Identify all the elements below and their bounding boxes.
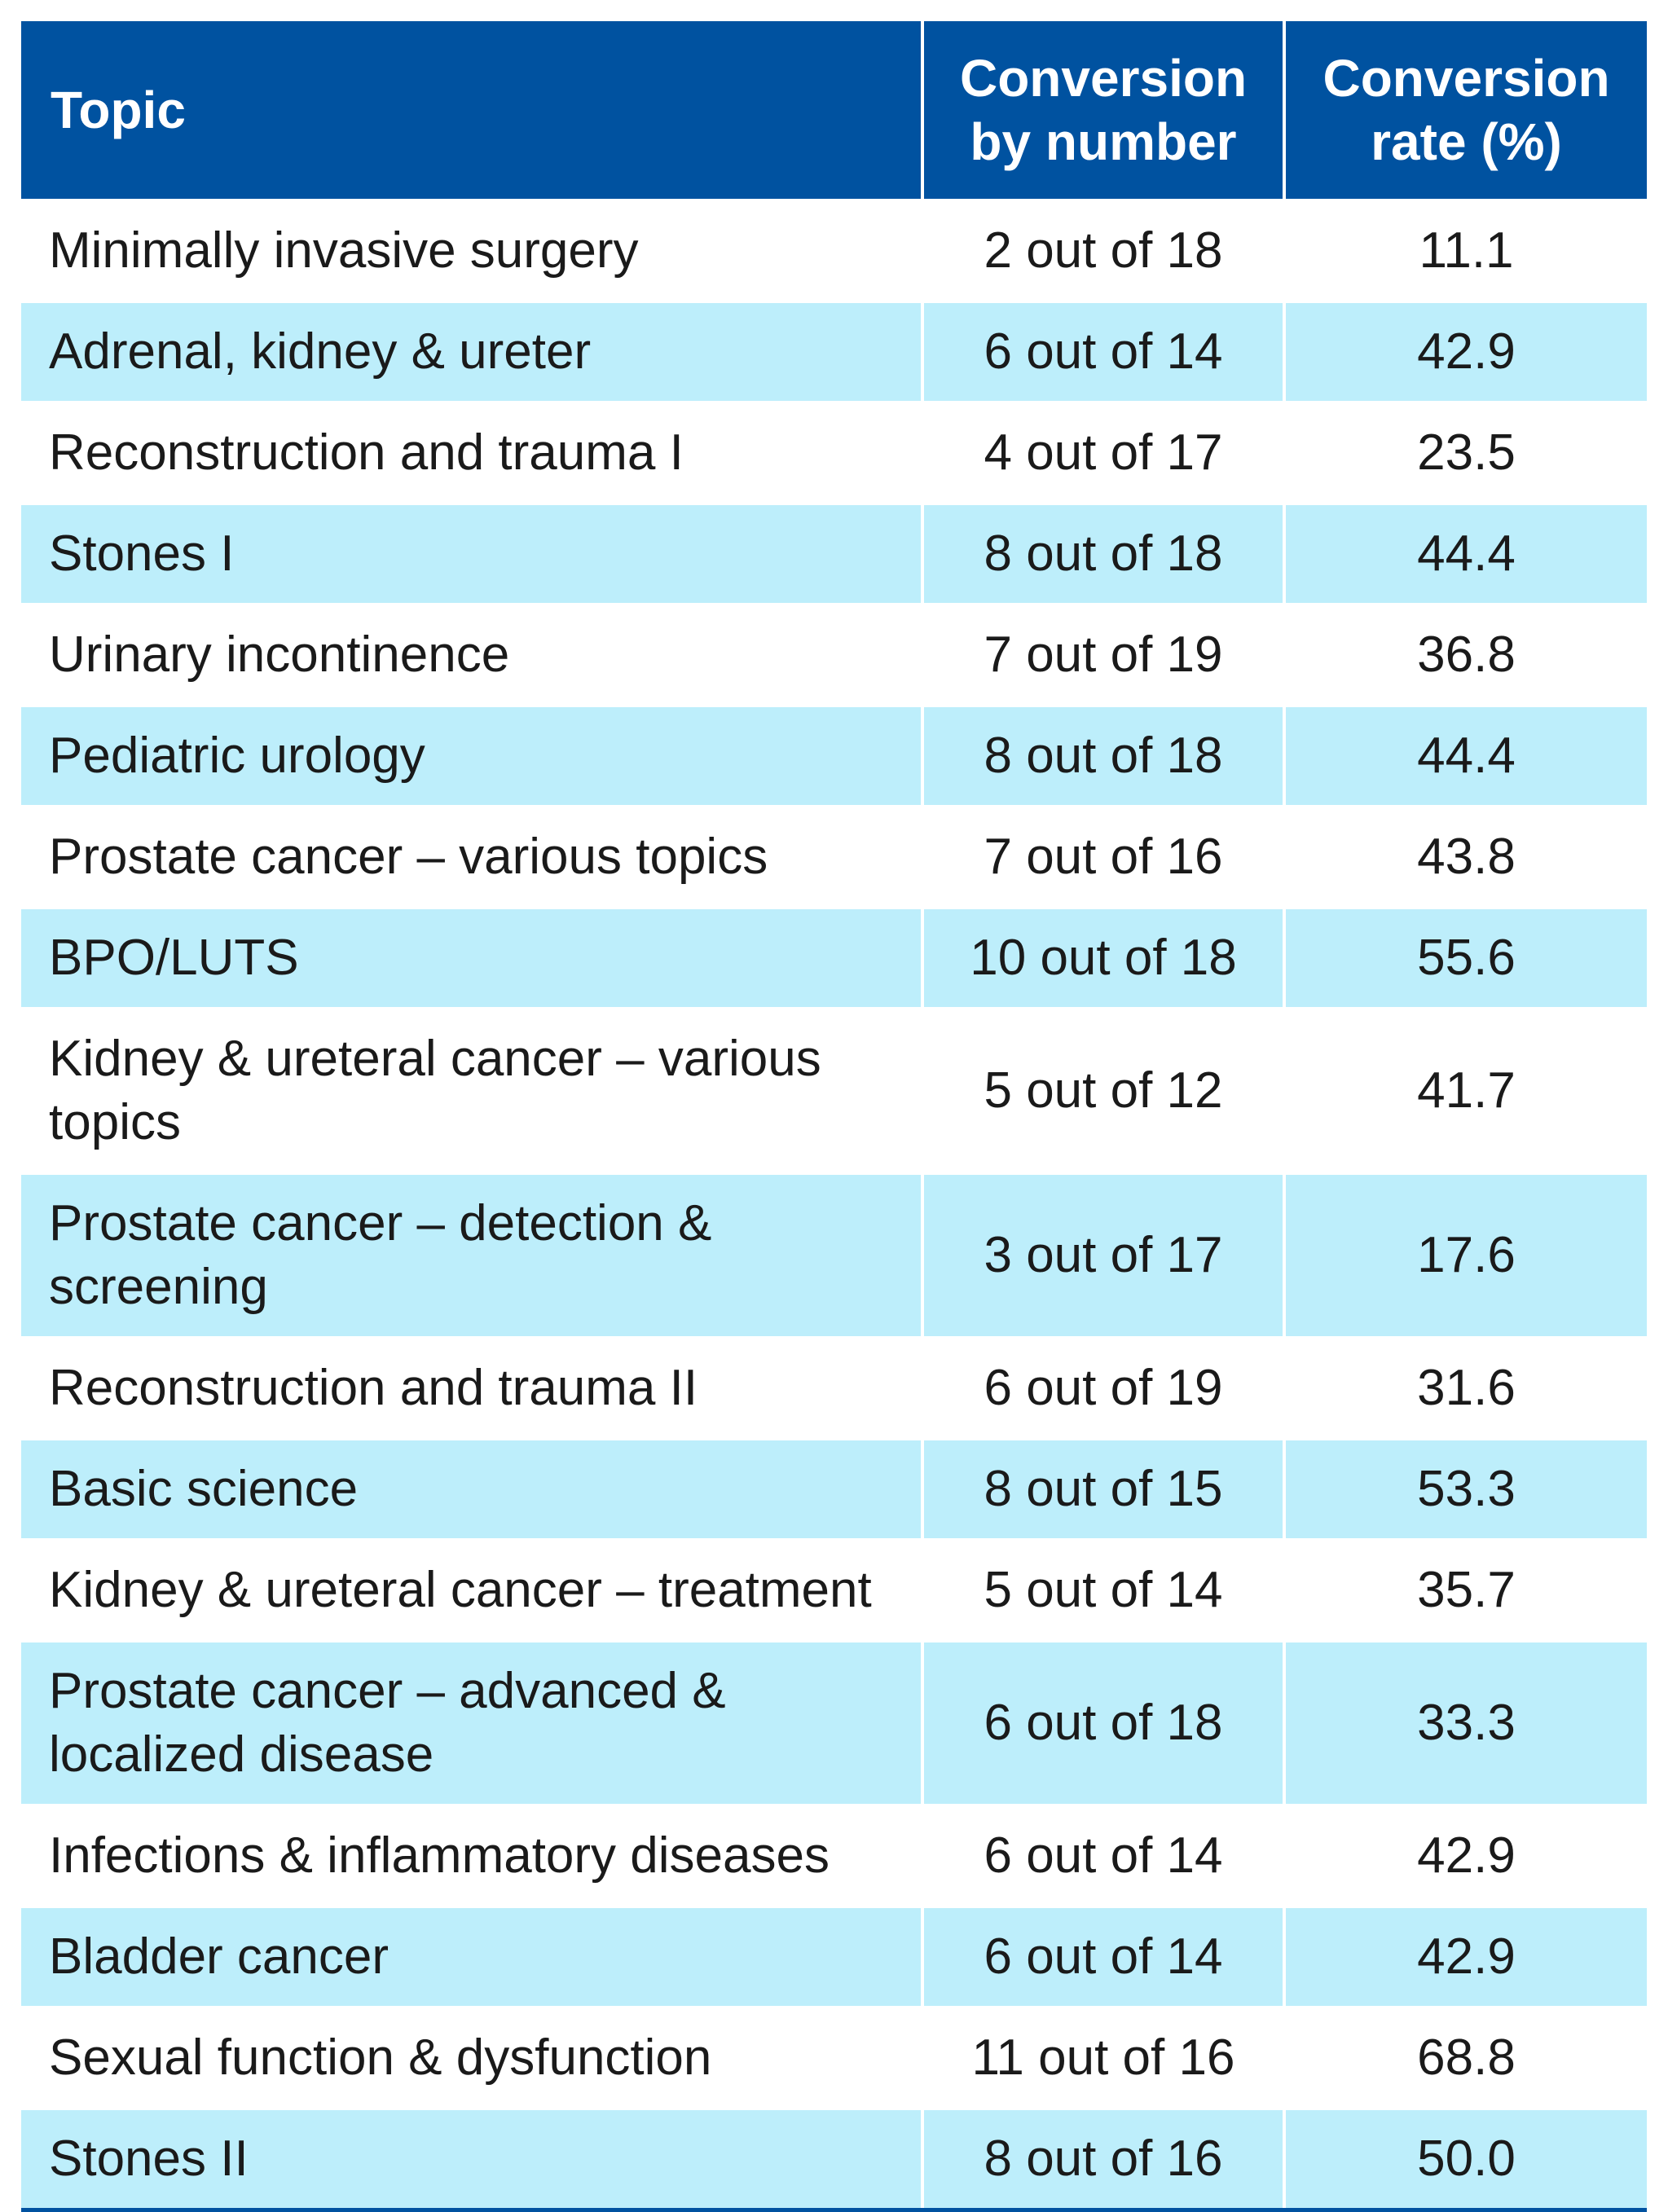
cell-rate: 53.3 bbox=[1283, 1437, 1647, 1540]
cell-by-number: 11 out of 16 bbox=[921, 2006, 1284, 2109]
cell-rate: 41.7 bbox=[1283, 1007, 1647, 1173]
cell-by-number: 8 out of 18 bbox=[921, 704, 1284, 807]
cell-by-number: 4 out of 17 bbox=[921, 401, 1284, 504]
table-row: Stones I 8 out of 18 44.4 bbox=[21, 502, 1647, 605]
cell-topic: Urinary incontinence bbox=[21, 603, 922, 706]
cell-rate: 35.7 bbox=[1283, 1538, 1647, 1641]
cell-by-number: 8 out of 16 bbox=[921, 2107, 1284, 2212]
cell-topic: Kidney & ureteral cancer – treatment bbox=[21, 1538, 922, 1641]
table-row: Urinary incontinence 7 out of 19 36.8 bbox=[21, 603, 1647, 706]
cell-by-number: 6 out of 18 bbox=[921, 1639, 1284, 1805]
cell-topic: Infections & inflammatory diseases bbox=[21, 1804, 922, 1906]
cell-by-number: 6 out of 14 bbox=[921, 1804, 1284, 1906]
table-row: Adrenal, kidney & ureter 6 out of 14 42.… bbox=[21, 300, 1647, 402]
cell-rate: 44.4 bbox=[1283, 502, 1647, 605]
header-conversion-rate: Conversion rate (%) bbox=[1283, 21, 1647, 200]
cell-topic: Prostate cancer – advanced & localized d… bbox=[21, 1639, 922, 1805]
table-header: Topic Conversion by number Conversion ra… bbox=[21, 21, 1647, 200]
table-row: Sexual function & dysfunction 11 out of … bbox=[21, 2006, 1647, 2109]
cell-by-number: 5 out of 12 bbox=[921, 1007, 1284, 1173]
table-body: Minimally invasive surgery 2 out of 18 1… bbox=[21, 199, 1647, 2212]
table-row: Stones II 8 out of 16 50.0 bbox=[21, 2107, 1647, 2212]
table-row: Infections & inflammatory diseases 6 out… bbox=[21, 1804, 1647, 1906]
table-row: Basic science 8 out of 15 53.3 bbox=[21, 1437, 1647, 1540]
cell-rate: 68.8 bbox=[1283, 2006, 1647, 2109]
cell-rate: 43.8 bbox=[1283, 805, 1647, 908]
cell-rate: 55.6 bbox=[1283, 906, 1647, 1009]
header-conversion-by-number-line1: Conversion bbox=[959, 49, 1248, 108]
header-conversion-rate-line2: rate (%) bbox=[1371, 112, 1562, 171]
table-row: Reconstruction and trauma II 6 out of 19… bbox=[21, 1336, 1647, 1439]
table-row: Prostate cancer – various topics 7 out o… bbox=[21, 805, 1647, 908]
cell-topic: Adrenal, kidney & ureter bbox=[21, 300, 922, 402]
cell-topic: Stones I bbox=[21, 502, 922, 605]
cell-rate: 42.9 bbox=[1283, 1804, 1647, 1906]
cell-rate: 33.3 bbox=[1283, 1639, 1647, 1805]
cell-by-number: 10 out of 18 bbox=[921, 906, 1284, 1009]
cell-topic: Reconstruction and trauma II bbox=[21, 1336, 922, 1439]
header-topic: Topic bbox=[21, 21, 922, 200]
table-row: Kidney & ureteral cancer – various topic… bbox=[21, 1007, 1647, 1173]
cell-by-number: 3 out of 17 bbox=[921, 1172, 1284, 1338]
cell-by-number: 7 out of 16 bbox=[921, 805, 1284, 908]
table-row: BPO/LUTS 10 out of 18 55.6 bbox=[21, 906, 1647, 1009]
cell-topic: Pediatric urology bbox=[21, 704, 922, 807]
header-conversion-by-number-line2: by number bbox=[970, 112, 1237, 171]
header-row: Topic Conversion by number Conversion ra… bbox=[21, 21, 1647, 200]
cell-topic: Stones II bbox=[21, 2107, 922, 2212]
cell-rate: 11.1 bbox=[1283, 199, 1647, 301]
cell-by-number: 8 out of 15 bbox=[921, 1437, 1284, 1540]
table-row: Prostate cancer – detection & screening … bbox=[21, 1172, 1647, 1338]
cell-by-number: 5 out of 14 bbox=[921, 1538, 1284, 1641]
cell-rate: 42.9 bbox=[1283, 1905, 1647, 2008]
cell-rate: 42.9 bbox=[1283, 300, 1647, 402]
cell-rate: 17.6 bbox=[1283, 1172, 1647, 1338]
cell-rate: 36.8 bbox=[1283, 603, 1647, 706]
cell-topic: Bladder cancer bbox=[21, 1905, 922, 2008]
cell-topic: Minimally invasive surgery bbox=[21, 199, 922, 301]
cell-topic: Prostate cancer – detection & screening bbox=[21, 1172, 922, 1338]
cell-by-number: 6 out of 14 bbox=[921, 1905, 1284, 2008]
cell-by-number: 8 out of 18 bbox=[921, 502, 1284, 605]
cell-by-number: 6 out of 19 bbox=[921, 1336, 1284, 1439]
cell-rate: 50.0 bbox=[1283, 2107, 1647, 2212]
cell-by-number: 7 out of 19 bbox=[921, 603, 1284, 706]
cell-topic: Sexual function & dysfunction bbox=[21, 2006, 922, 2109]
header-conversion-rate-line1: Conversion bbox=[1323, 49, 1610, 108]
cell-topic: Prostate cancer – various topics bbox=[21, 805, 922, 908]
table-row: Pediatric urology 8 out of 18 44.4 bbox=[21, 704, 1647, 807]
table-row: Minimally invasive surgery 2 out of 18 1… bbox=[21, 199, 1647, 301]
cell-by-number: 6 out of 14 bbox=[921, 300, 1284, 402]
cell-rate: 44.4 bbox=[1283, 704, 1647, 807]
cell-rate: 31.6 bbox=[1283, 1336, 1647, 1439]
table-row: Bladder cancer 6 out of 14 42.9 bbox=[21, 1905, 1647, 2008]
table-row: Reconstruction and trauma I 4 out of 17 … bbox=[21, 401, 1647, 504]
table-row: Prostate cancer – advanced & localized d… bbox=[21, 1639, 1647, 1805]
cell-topic: Basic science bbox=[21, 1437, 922, 1540]
cell-by-number: 2 out of 18 bbox=[921, 199, 1284, 301]
table-row: Kidney & ureteral cancer – treatment 5 o… bbox=[21, 1538, 1647, 1641]
header-conversion-by-number: Conversion by number bbox=[921, 21, 1284, 200]
cell-topic: Kidney & ureteral cancer – various topic… bbox=[21, 1007, 922, 1173]
cell-rate: 23.5 bbox=[1283, 401, 1647, 504]
cell-topic: BPO/LUTS bbox=[21, 906, 922, 1009]
cell-topic: Reconstruction and trauma I bbox=[21, 401, 922, 504]
conversion-table: Topic Conversion by number Conversion ra… bbox=[21, 21, 1647, 2212]
